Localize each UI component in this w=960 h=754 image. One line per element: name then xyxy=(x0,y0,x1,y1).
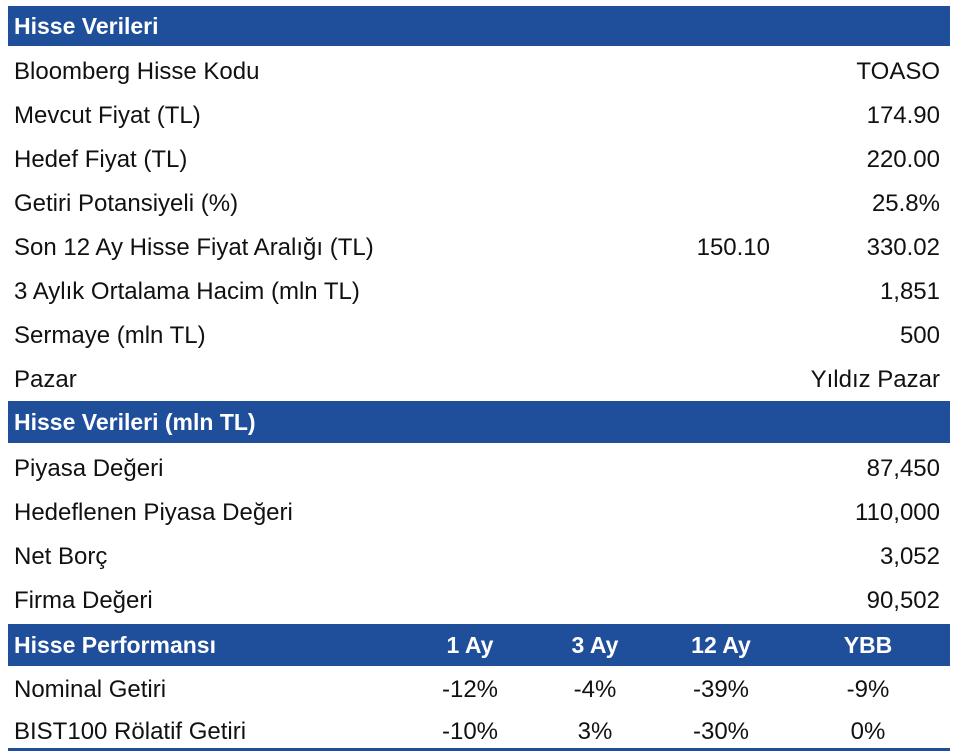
table-row: Nominal Getiri -12% -4% -39% -9% xyxy=(8,668,950,712)
row-value: 330.02 xyxy=(866,234,940,261)
cell-value: -9% xyxy=(846,676,890,703)
row-label: Piyasa Değeri xyxy=(14,455,164,482)
cell-value: -12% xyxy=(441,676,499,703)
column-header-1-ay: 1 Ay xyxy=(446,631,494,658)
row-value: 87,450 xyxy=(866,455,940,482)
row-value: 3,052 xyxy=(879,543,940,570)
table-row: Firma Değeri 90,502 xyxy=(8,579,950,623)
row-value: 220.00 xyxy=(866,146,940,173)
row-value: 90,502 xyxy=(866,587,940,614)
table-row: Bloomberg Hisse Kodu TOASO xyxy=(8,50,950,94)
row-label: BIST100 Rölatif Getiri xyxy=(14,718,247,745)
cell-value: -4% xyxy=(573,676,617,703)
table-row: 3 Aylık Ortalama Hacim (mln TL) 1,851 xyxy=(8,270,950,314)
row-label: Mevcut Fiyat (TL) xyxy=(14,102,201,129)
row-value: 110,000 xyxy=(855,499,940,526)
table-row: Net Borç 3,052 xyxy=(8,535,950,579)
row-value: Yıldız Pazar xyxy=(810,366,940,393)
row-label: Getiri Potansiyeli (%) xyxy=(14,190,239,217)
row-label: Firma Değeri xyxy=(14,587,153,614)
section-title: Hisse Verileri xyxy=(14,12,159,39)
cell-value: -10% xyxy=(441,718,499,745)
row-label: Nominal Getiri xyxy=(14,676,167,703)
row-label: Sermaye (mln TL) xyxy=(14,322,206,349)
row-value: 500 xyxy=(899,322,940,349)
row-label: Hedeflenen Piyasa Değeri xyxy=(14,499,293,526)
section-title: Hisse Verileri (mln TL) xyxy=(14,408,256,435)
row-value: TOASO xyxy=(856,58,940,85)
row-label: Son 12 Ay Hisse Fiyat Aralığı (TL) xyxy=(14,234,374,261)
cell-value: -39% xyxy=(692,676,750,703)
table-row: Piyasa Değeri 87,450 xyxy=(8,447,950,491)
table-row: Hedeflenen Piyasa Değeri 110,000 xyxy=(8,491,950,535)
column-header-ybb: YBB xyxy=(843,631,893,658)
row-value: 1,851 xyxy=(879,278,940,305)
row-label: Bloomberg Hisse Kodu xyxy=(14,58,260,85)
row-label: Pazar xyxy=(14,366,77,393)
table-row: Hedef Fiyat (TL) 220.00 xyxy=(8,138,950,182)
section-header-hisse-verileri: Hisse Verileri xyxy=(8,6,950,46)
column-header-3-ay: 3 Ay xyxy=(571,631,619,658)
row-value-low: 150.10 xyxy=(696,234,770,261)
row-label: Hedef Fiyat (TL) xyxy=(14,146,188,173)
bottom-divider xyxy=(8,748,950,751)
row-label: Net Borç xyxy=(14,543,108,570)
section-title: Hisse Performansı xyxy=(14,631,216,658)
row-label: 3 Aylık Ortalama Hacim (mln TL) xyxy=(14,278,360,305)
row-value: 25.8% xyxy=(871,190,940,217)
cell-value: 3% xyxy=(577,718,613,745)
section-header-hisse-verileri-mln: Hisse Verileri (mln TL) xyxy=(8,401,950,443)
table-row: Son 12 Ay Hisse Fiyat Aralığı (TL) 150.1… xyxy=(8,226,950,270)
table-row: Getiri Potansiyeli (%) 25.8% xyxy=(8,182,950,226)
cell-value: -30% xyxy=(692,718,750,745)
cell-value: 0% xyxy=(850,718,886,745)
table-row: Pazar Yıldız Pazar xyxy=(8,358,950,402)
column-header-12-ay: 12 Ay xyxy=(691,631,751,658)
table-row: Mevcut Fiyat (TL) 174.90 xyxy=(8,94,950,138)
table-row: BIST100 Rölatif Getiri -10% 3% -30% 0% xyxy=(8,710,950,754)
table-row: Sermaye (mln TL) 500 xyxy=(8,314,950,358)
section-header-hisse-performansi: Hisse Performansı 1 Ay 3 Ay 12 Ay YBB xyxy=(8,624,950,666)
row-value: 174.90 xyxy=(866,102,940,129)
